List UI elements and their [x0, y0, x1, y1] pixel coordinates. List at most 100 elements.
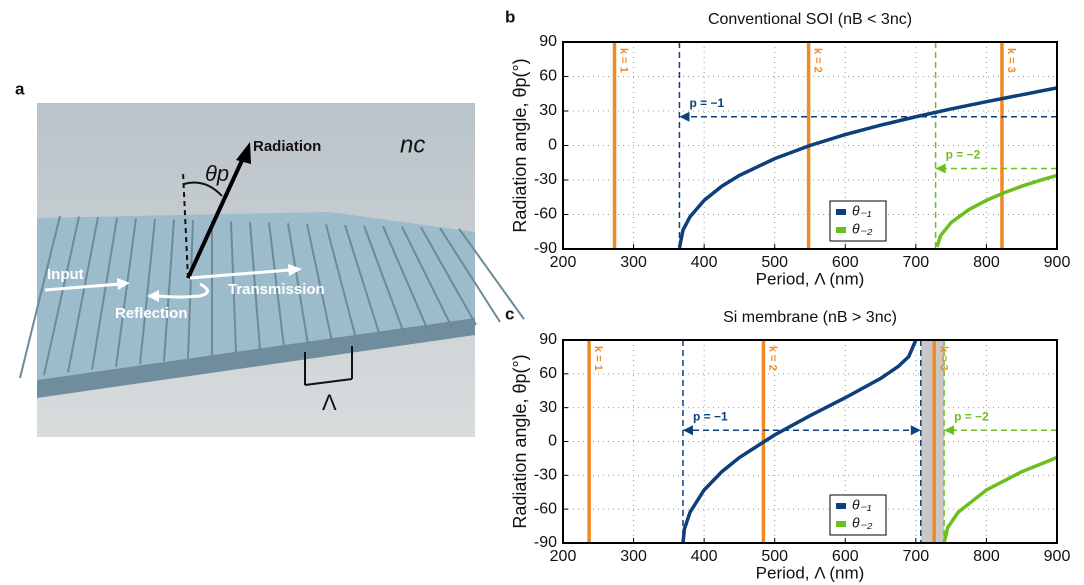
y-tick-label: -30: [534, 467, 557, 484]
legend-label: θ₋₁: [852, 203, 872, 219]
panel-label: c: [505, 304, 514, 323]
legend-label: θ₋₂: [852, 221, 873, 237]
x-axis-label: Period, Λ (nm): [756, 269, 865, 288]
arrow-head: [679, 111, 690, 122]
groove: [439, 227, 501, 323]
arrow-label: p = −1: [689, 96, 724, 110]
arrow-head: [910, 425, 921, 436]
legend-box: [829, 494, 887, 536]
groove: [287, 223, 309, 345]
x-tick-label: 400: [691, 548, 718, 565]
groove: [382, 225, 429, 331]
plot-frame: [562, 339, 1058, 544]
angle-label: θp: [205, 161, 229, 186]
period-label: Λ: [322, 390, 337, 415]
arrow-label: p = −2: [946, 148, 981, 162]
y-tick-label: 60: [539, 365, 557, 382]
x-tick-label: 600: [832, 254, 859, 271]
transmission-label: Transmission: [228, 281, 325, 298]
groove: [249, 221, 261, 351]
y-tick-label: 90: [539, 331, 557, 348]
y-tick-label: -60: [534, 206, 557, 223]
y-tick-label: 0: [548, 137, 557, 154]
forbidden-band: [920, 340, 945, 543]
x-tick-label: 500: [761, 548, 788, 565]
arrow-head: [682, 425, 693, 436]
arrow-head: [935, 163, 946, 174]
arrow-head: [117, 278, 130, 290]
x-tick-label: 200: [550, 548, 577, 565]
chart-title: Conventional SOI (nB < 3nc): [708, 11, 912, 28]
y-axis-label: Radiation angle, θp(°): [510, 58, 530, 232]
series-line: [942, 455, 1058, 544]
illustration: θp Radiation nc Input Reflection Transmi…: [19, 103, 525, 437]
radiation-label: Radiation: [253, 138, 321, 155]
angle-arc: [183, 181, 223, 197]
legend-label: θ₋₂: [852, 515, 873, 531]
y-tick-label: 0: [548, 433, 557, 450]
panel-label: a: [15, 79, 25, 98]
legend-swatch: [836, 209, 846, 215]
groove: [401, 226, 453, 329]
order-label: k = 3: [1005, 48, 1017, 73]
groove: [43, 216, 80, 376]
order-label: k = 2: [812, 48, 824, 73]
groove: [344, 224, 381, 337]
arrow-label: p = −1: [693, 409, 728, 423]
arrow-label: p = −2: [954, 409, 989, 423]
x-tick-label: 300: [620, 254, 647, 271]
y-tick-label: 90: [539, 33, 557, 50]
x-tick-label: 700: [903, 254, 930, 271]
arrow-head: [944, 425, 955, 436]
legend-label: θ₋₁: [852, 497, 872, 513]
x-tick-label: 500: [761, 254, 788, 271]
order-label: k = 2: [767, 346, 779, 371]
x-tick-label: 900: [1044, 254, 1071, 271]
y-tick-label: 30: [539, 102, 557, 119]
chart: Si membrane (nB > 3nc) -90 -60 -30 0 30 60 90 20…: [510, 309, 1071, 582]
groove: [187, 220, 194, 359]
groove: [458, 228, 525, 320]
arrow-head: [147, 290, 159, 302]
groove: [325, 224, 357, 340]
plot-frame: [562, 41, 1058, 250]
x-tick-label: 300: [620, 548, 647, 565]
legend-box: [829, 200, 887, 242]
series-line: [681, 339, 918, 544]
x-tick-label: 400: [691, 254, 718, 271]
groove: [363, 225, 405, 334]
reflection-arrow: [157, 282, 209, 299]
x-tick-label: 200: [550, 254, 577, 271]
x-tick-label: 900: [1044, 548, 1071, 565]
groove: [91, 217, 118, 370]
medium-label: nc: [400, 131, 425, 158]
groove: [268, 222, 285, 348]
order-label: k = 1: [618, 48, 630, 73]
panel-label: b: [505, 7, 515, 26]
input-label: Input: [47, 266, 84, 283]
y-axis-label: Radiation angle, θp(°): [510, 354, 530, 528]
x-tick-label: 600: [832, 548, 859, 565]
groove: [420, 226, 477, 326]
arrow-head: [236, 142, 251, 164]
period-marker: [304, 346, 353, 386]
radiation-arrow: [186, 155, 246, 279]
y-tick-label: 60: [539, 68, 557, 85]
grating-side: [37, 318, 475, 398]
order-label: k = 1: [592, 346, 604, 371]
groove: [67, 217, 99, 373]
legend-swatch: [836, 503, 846, 509]
x-axis-label: Period, Λ (nm): [756, 563, 865, 582]
x-tick-label: 700: [903, 548, 930, 565]
grooves: [19, 215, 525, 379]
chart: Conventional SOI (nB < 3nc) -90 -60 -30 0 30 6…: [510, 11, 1071, 288]
chart-title: Si membrane (nB > 3nc): [723, 309, 897, 326]
groove: [163, 219, 175, 362]
groove: [19, 215, 61, 379]
y-tick-label: -90: [534, 240, 557, 257]
groove: [230, 221, 237, 353]
transmission-arrow: [189, 268, 291, 280]
series-line: [935, 173, 1058, 248]
y-tick-label: -60: [534, 500, 557, 517]
